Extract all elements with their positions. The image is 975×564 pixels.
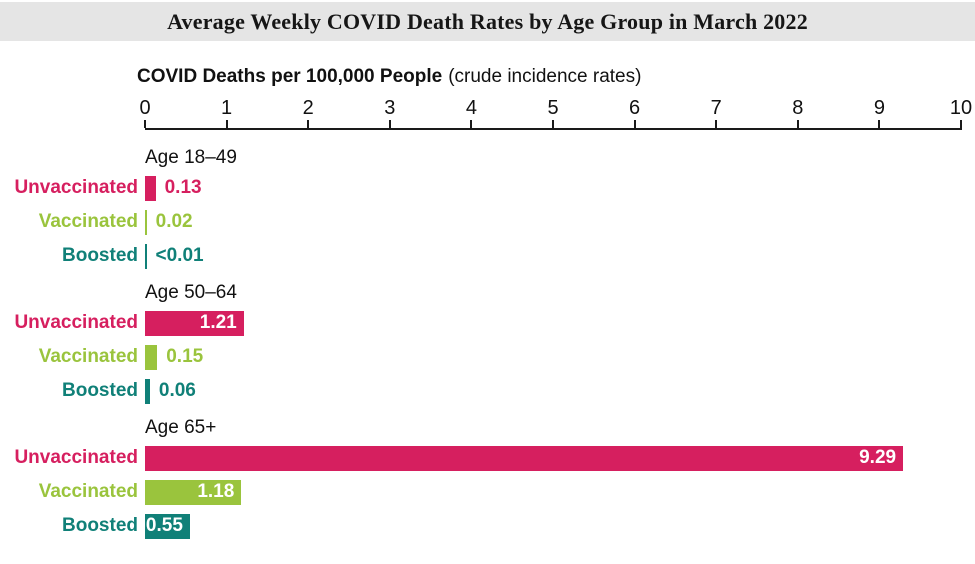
value-label: 0.13 <box>164 177 202 198</box>
bar-unvaccinated <box>145 445 904 471</box>
bar-groups: Age 18–49 Unvaccinated 0.13 Vaccinated 0.02 B… <box>0 147 975 552</box>
x-axis-tick-mark <box>307 120 310 128</box>
x-axis-tick-mark <box>388 120 391 128</box>
bar-row: Unvaccinated 1.21 <box>0 306 975 340</box>
x-axis-tick-label: 5 <box>547 97 559 119</box>
x-axis-title: COVID Deaths per 100,000 People (crude in… <box>137 66 641 88</box>
value-label: 1.18 <box>197 481 235 502</box>
bar-track: <0.01 <box>145 243 975 269</box>
bar-row: Unvaccinated 0.13 <box>0 171 975 205</box>
chart-title-band: Average Weekly COVID Death Rates by Age … <box>0 2 975 41</box>
x-axis-tick-mark <box>225 120 228 128</box>
value-label: 1.21 <box>199 312 237 333</box>
x-axis-tick-label: 10 <box>949 97 973 119</box>
age-group-label: Age 18–49 <box>145 147 237 168</box>
bar-boosted <box>145 513 190 539</box>
bar-row: Unvaccinated 9.29 <box>0 441 975 475</box>
x-axis-title-bold: COVID Deaths per 100,000 People <box>137 66 443 87</box>
age-group: Age 18–49 Unvaccinated 0.13 Vaccinated 0.02 B… <box>0 147 975 273</box>
bar-track: 0.06 <box>145 378 975 404</box>
series-label-vaccinated: Vaccinated <box>38 211 138 232</box>
bar-track: 0.02 <box>145 209 975 235</box>
x-axis-tick-label: 1 <box>221 97 233 119</box>
bar-track: 1.18 <box>145 479 975 505</box>
age-group-label: Age 65+ <box>145 417 217 438</box>
bar-boosted <box>145 378 150 404</box>
x-axis-tick-mark <box>715 120 718 128</box>
series-label-boosted: Boosted <box>62 380 138 401</box>
series-label-vaccinated: Vaccinated <box>38 481 138 502</box>
bar-row: Boosted 0.55 <box>0 509 975 543</box>
x-axis-tick-label: 9 <box>873 97 885 119</box>
chart-title: Average Weekly COVID Death Rates by Age … <box>167 8 808 34</box>
value-label: 0.55 <box>145 515 183 536</box>
bar-row: Vaccinated 0.15 <box>0 340 975 374</box>
x-axis-tick-label: 6 <box>629 97 641 119</box>
age-group: Age 50–64 Unvaccinated 1.21 Vaccinated 0.15 B… <box>0 282 975 408</box>
bar-track: 0.15 <box>145 344 975 370</box>
bar-row: Boosted 0.06 <box>0 374 975 408</box>
series-label-vaccinated: Vaccinated <box>38 346 138 367</box>
x-axis-tick-mark <box>552 120 554 128</box>
series-label-unvaccinated: Unvaccinated <box>14 177 138 198</box>
x-axis-tick-label: 3 <box>384 97 396 119</box>
bar-row: Boosted <0.01 <box>0 239 975 273</box>
x-axis-tick-label: 4 <box>465 97 477 119</box>
bar-boosted <box>145 243 147 269</box>
bar-vaccinated <box>145 344 158 370</box>
bar-track: 1.21 <box>145 310 975 336</box>
value-label: 9.29 <box>859 447 897 468</box>
bar-unvaccinated <box>145 310 244 336</box>
x-axis-title-note: (crude incidence rates) <box>448 66 642 87</box>
x-axis-tick-mark <box>633 120 636 128</box>
x-axis-tick-label: 8 <box>792 97 804 119</box>
value-label: 0.15 <box>166 346 204 367</box>
value-label: 0.06 <box>158 380 196 401</box>
bar-track: 0.55 <box>145 513 975 539</box>
x-axis-tick-mark <box>470 120 473 128</box>
bar-unvaccinated <box>145 175 156 201</box>
x-axis-tick-label: 0 <box>139 97 151 119</box>
x-axis-tick-mark <box>144 120 146 128</box>
series-label-unvaccinated: Unvaccinated <box>14 312 138 333</box>
value-label: <0.01 <box>155 245 204 266</box>
bar-track: 9.29 <box>145 445 975 471</box>
age-group-label: Age 50–64 <box>145 282 237 303</box>
series-label-unvaccinated: Unvaccinated <box>14 447 138 468</box>
x-axis-tick-label: 7 <box>710 97 722 119</box>
x-axis-tick-mark <box>960 120 962 128</box>
x-axis-tick-labels: 0 1 2 3 4 5 6 7 8 9 10 <box>0 97 975 121</box>
bar-vaccinated <box>145 209 147 235</box>
x-axis-tick-label: 2 <box>302 97 314 119</box>
x-axis-tick-mark <box>878 120 881 128</box>
bar-vaccinated <box>145 479 242 505</box>
series-label-boosted: Boosted <box>62 515 138 536</box>
x-axis-line <box>144 120 962 130</box>
x-axis-tick-mark <box>796 120 799 128</box>
bar-row: Vaccinated 1.18 <box>0 475 975 509</box>
bar-track: 0.13 <box>145 175 975 201</box>
series-label-boosted: Boosted <box>62 245 138 266</box>
age-group: Age 65+ Unvaccinated 9.29 Vaccinated 1.18 Boo… <box>0 417 975 543</box>
value-label: 0.02 <box>155 211 193 232</box>
bar-row: Vaccinated 0.02 <box>0 205 975 239</box>
